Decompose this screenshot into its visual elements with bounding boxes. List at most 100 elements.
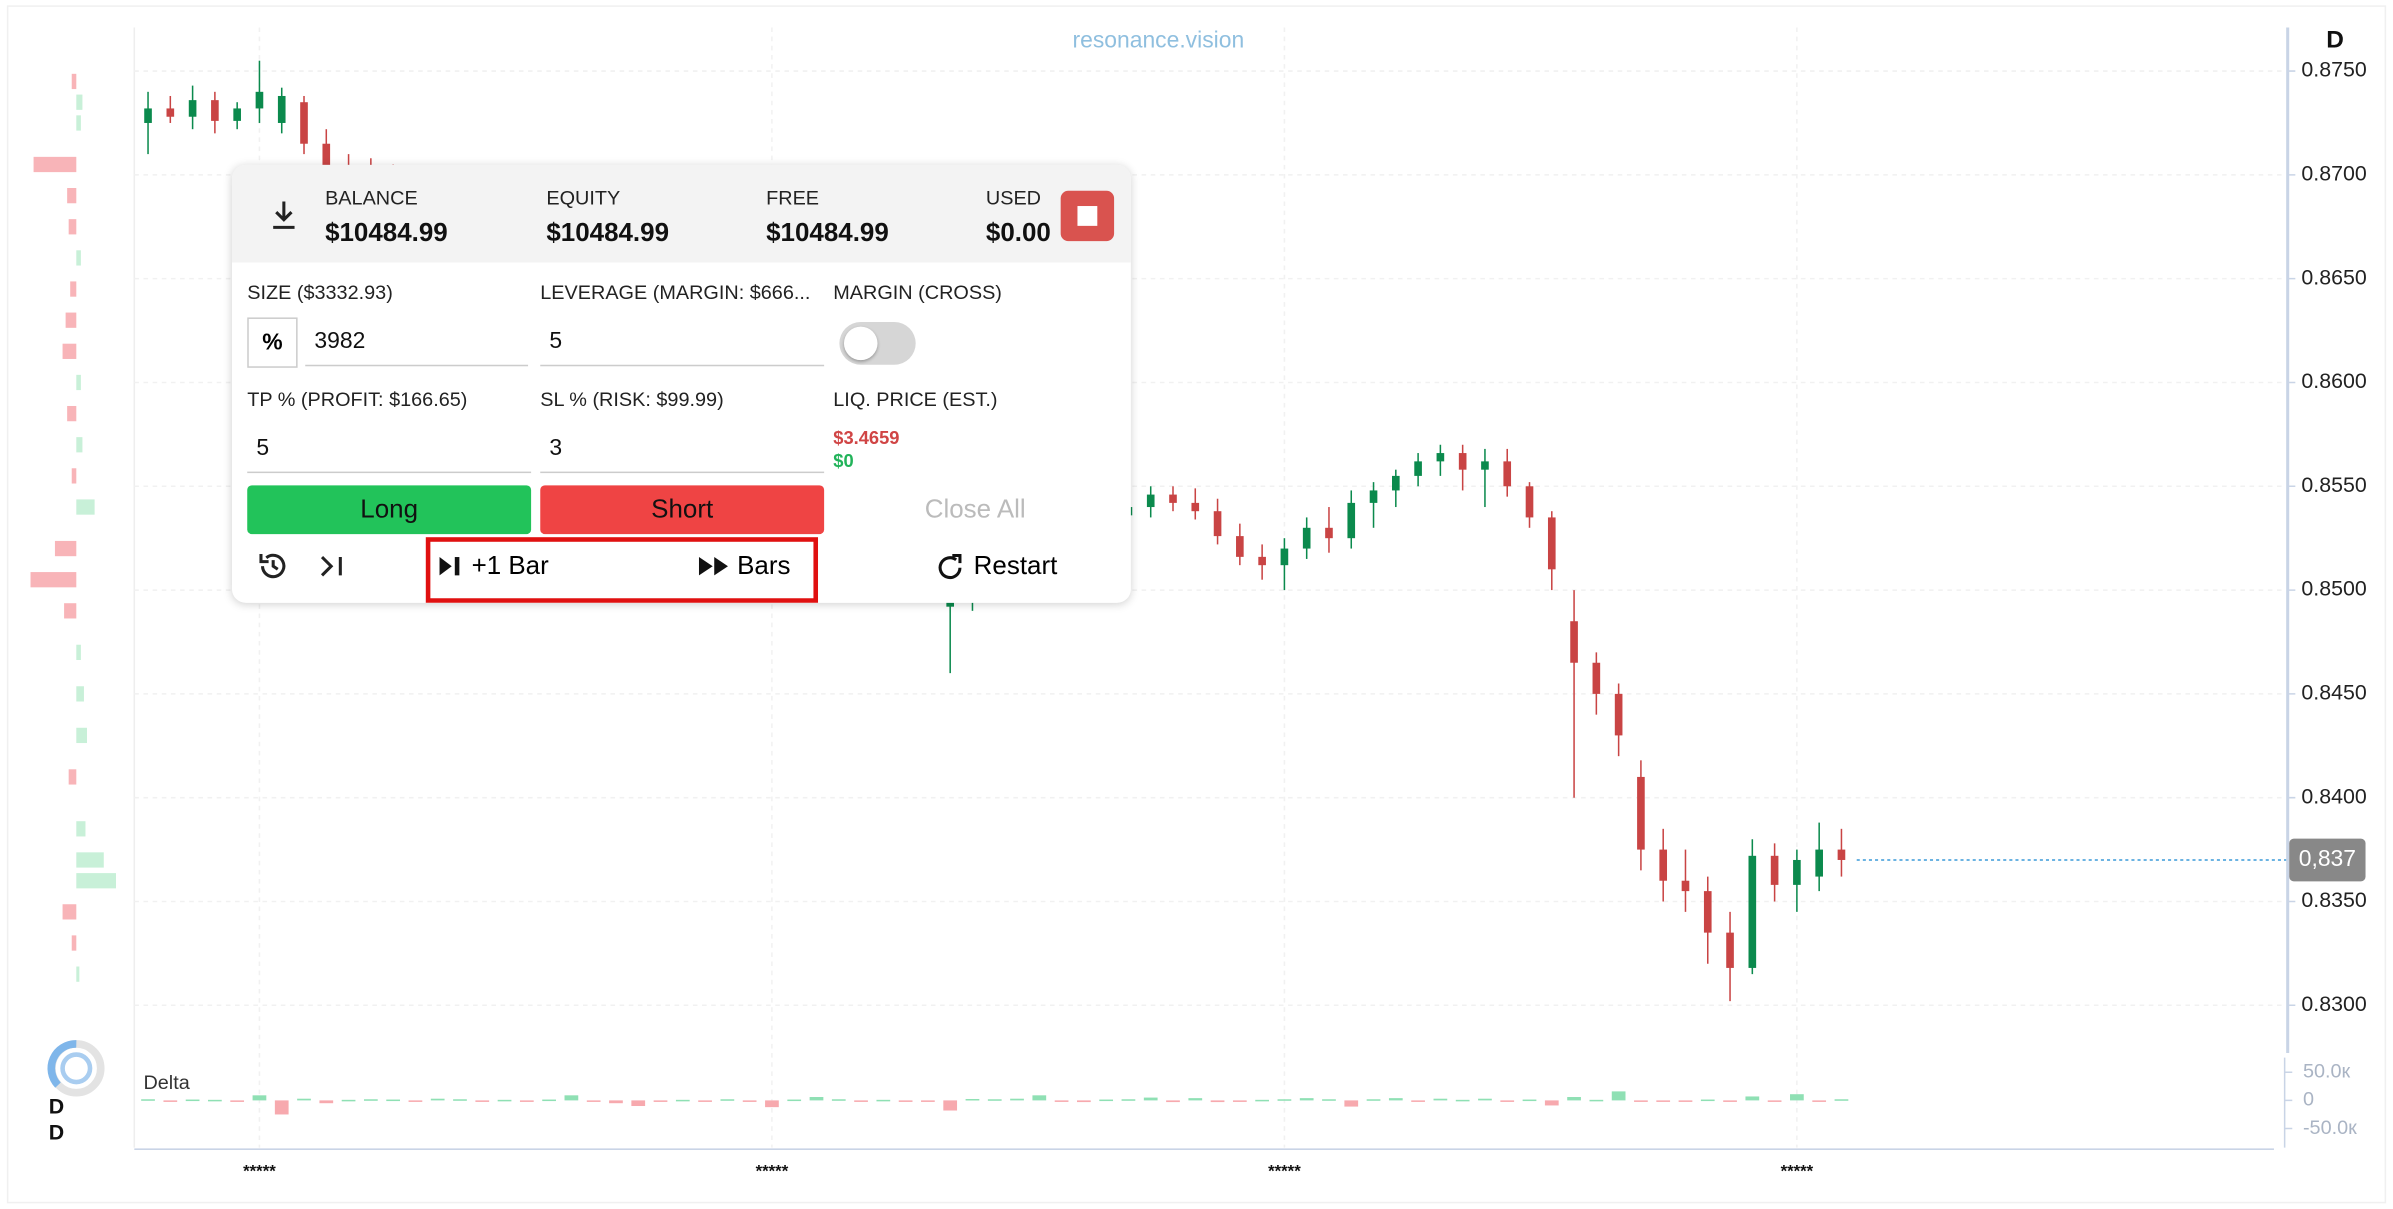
- sl-label: SL % (RISK: $99.99): [540, 387, 724, 411]
- step-button[interactable]: +1 Bar: [471, 550, 549, 580]
- profile-bar: [76, 94, 83, 110]
- delta-bar: [519, 1100, 534, 1102]
- delta-bar: [921, 1100, 935, 1102]
- skip-end-icon[interactable]: [317, 552, 348, 579]
- y-tick-label: 0.8600: [2301, 369, 2366, 393]
- close-all-button[interactable]: Close All: [924, 494, 1026, 524]
- candle-body: [1726, 932, 1734, 968]
- delta-bar: [1611, 1091, 1626, 1101]
- candle-body: [211, 100, 219, 121]
- delta-bar: [1478, 1098, 1492, 1101]
- delta-bar: [1678, 1100, 1693, 1102]
- restart-button[interactable]: Restart: [973, 550, 1058, 580]
- short-button[interactable]: Short: [540, 485, 825, 535]
- delta-bar: [1299, 1098, 1314, 1101]
- delta-bar: [586, 1100, 601, 1102]
- candle-body: [1748, 855, 1757, 968]
- step-icon: [439, 557, 460, 576]
- profile-bar: [54, 540, 77, 557]
- delta-bar: [297, 1098, 311, 1101]
- delta-bar: [720, 1099, 735, 1101]
- profile-bar: [70, 281, 77, 297]
- delta-bar: [765, 1100, 779, 1108]
- delta-bar: [787, 1099, 802, 1102]
- bars-button[interactable]: Bars: [737, 550, 791, 580]
- x-tick-label: *****: [1781, 1162, 1814, 1181]
- delta-bar: [631, 1100, 646, 1107]
- size-input[interactable]: 3982: [305, 317, 529, 367]
- frame: [6, 5, 2387, 1204]
- long-button[interactable]: Long: [247, 485, 532, 535]
- candle-body: [1169, 494, 1177, 503]
- candle-body: [1436, 453, 1445, 462]
- candle-body: [1325, 527, 1333, 539]
- profile-bar: [76, 727, 87, 744]
- candle-body: [1280, 548, 1289, 566]
- liq-label: LIQ. PRICE (EST.): [833, 387, 998, 411]
- last-price-tag: [2289, 838, 2366, 882]
- candle-body: [300, 102, 308, 144]
- delta-bar: [1077, 1100, 1091, 1103]
- balance-value: $10484.99: [325, 218, 448, 248]
- tp-label: TP % (PROFIT: $166.65): [247, 387, 468, 411]
- candle-body: [1659, 849, 1668, 881]
- y-tick-label: 0: [2303, 1089, 2314, 1111]
- profile-bar: [67, 188, 77, 204]
- delta-bar: [430, 1098, 445, 1101]
- candle-body: [1837, 849, 1846, 860]
- x-tick-label: *****: [1268, 1162, 1301, 1181]
- profile-bar: [76, 644, 81, 660]
- y-tick-label: 0.8650: [2301, 265, 2366, 289]
- profile-bar: [76, 966, 80, 982]
- candle-body: [1302, 527, 1311, 549]
- delta-bar: [319, 1100, 334, 1104]
- y-tick-label: -50.0к: [2303, 1117, 2357, 1139]
- delta-bar: [208, 1099, 222, 1102]
- delta-bar: [1411, 1100, 1425, 1102]
- candle-body: [166, 108, 175, 117]
- size-unit-toggle[interactable]: %: [247, 317, 298, 368]
- profile-bar: [33, 156, 77, 173]
- equity-value: $10484.99: [546, 218, 670, 248]
- delta-bar: [1723, 1100, 1737, 1102]
- delta-bar: [876, 1099, 891, 1102]
- delta-bar: [252, 1095, 267, 1101]
- tp-input[interactable]: 5: [247, 424, 532, 474]
- delta-bar: [1656, 1100, 1671, 1102]
- delta-bar: [965, 1098, 980, 1101]
- candle-body: [322, 143, 331, 167]
- y-tick-label: 0.8550: [2301, 473, 2366, 497]
- delta-bar: [1589, 1099, 1604, 1102]
- candle-body: [255, 91, 264, 109]
- candle-body: [1503, 461, 1512, 487]
- y-tick-label: 0.8300: [2301, 992, 2366, 1016]
- logo-text: D: [49, 1095, 64, 1119]
- history-icon[interactable]: [256, 549, 290, 583]
- sl-input[interactable]: 3: [540, 424, 825, 474]
- margin-toggle[interactable]: [839, 322, 916, 365]
- candle-body: [1414, 461, 1422, 476]
- candle-body: [1703, 891, 1712, 933]
- logo-arc: [47, 1040, 77, 1088]
- delta-bar: [854, 1100, 868, 1102]
- delta-bar: [675, 1099, 690, 1102]
- delta-bar: [1121, 1099, 1136, 1101]
- profile-bar: [76, 250, 81, 266]
- delta-bar: [341, 1099, 356, 1102]
- delta-bar: [898, 1100, 913, 1102]
- stop-icon: [1077, 206, 1098, 226]
- delta-bar: [1366, 1099, 1381, 1101]
- stop-button[interactable]: [1060, 190, 1115, 242]
- liq-long: $3.4659: [833, 427, 900, 449]
- leverage-input[interactable]: 5: [540, 317, 825, 367]
- delta-bar: [1567, 1097, 1581, 1101]
- y-tick-label: 0.8450: [2301, 681, 2366, 705]
- delta-bar: [363, 1099, 378, 1101]
- delta-bar: [1522, 1099, 1537, 1102]
- delta-bar: [564, 1095, 579, 1101]
- delta-bar: [1143, 1097, 1158, 1101]
- candle-body: [1547, 517, 1556, 570]
- download-icon[interactable]: [269, 198, 300, 232]
- candle-body: [1681, 880, 1690, 892]
